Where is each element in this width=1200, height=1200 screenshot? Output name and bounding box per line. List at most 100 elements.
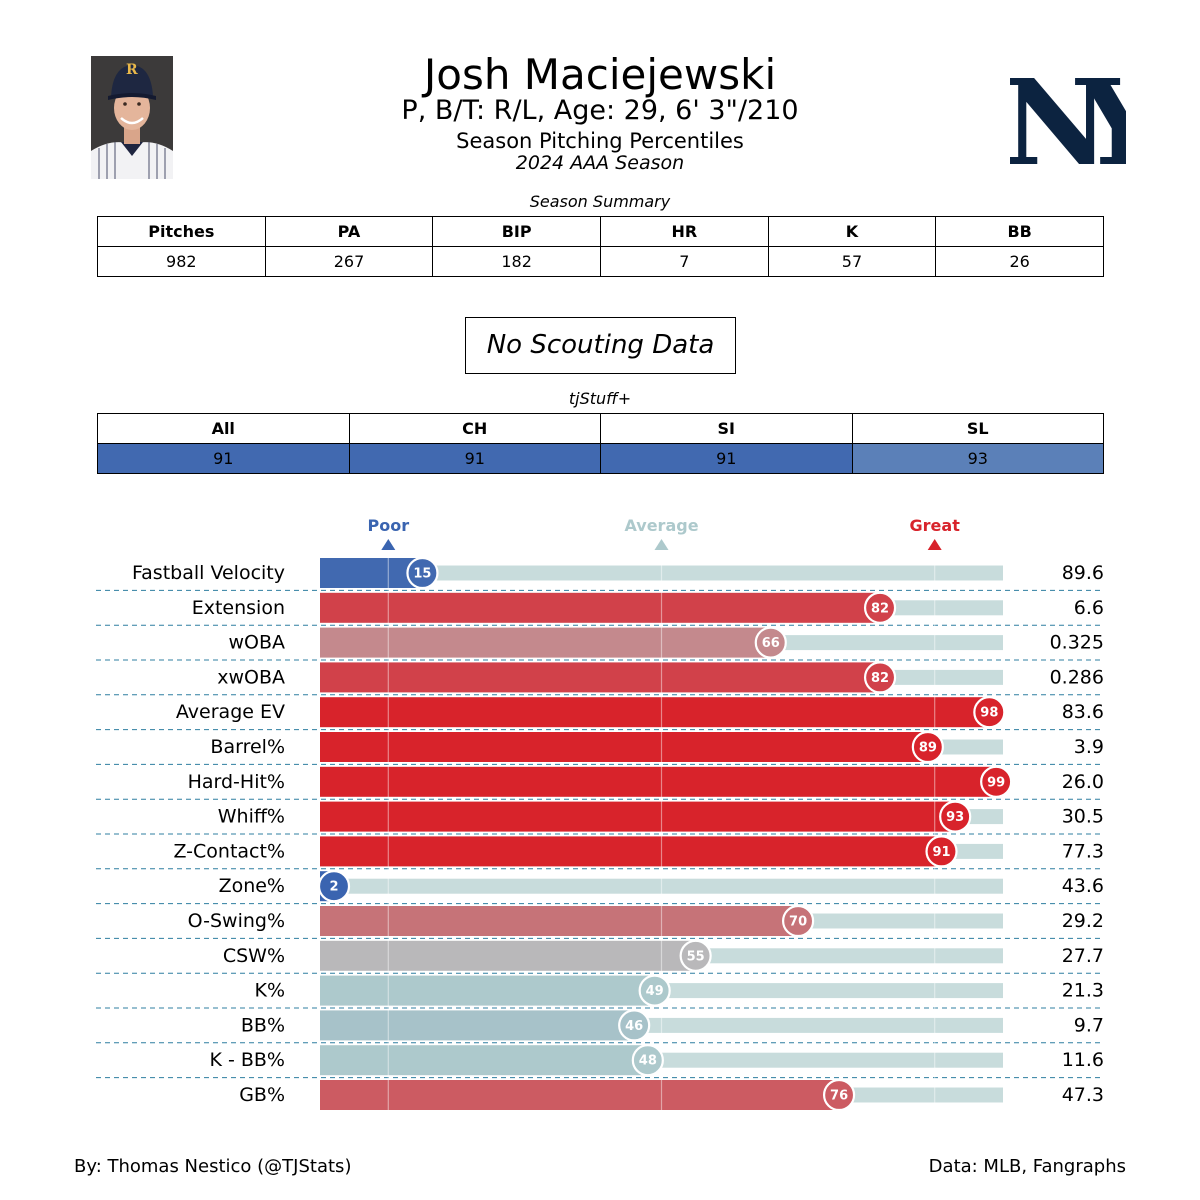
percentile-bar [320,1045,648,1076]
chart-row: Hard-Hit% 26.0 [96,763,1104,797]
percentile-badge [822,1078,856,1112]
percentile-bar [320,627,771,658]
percentile-track [320,878,1003,894]
percentile-badge-label: 82 [871,601,889,616]
stat-value: 26.0 [1062,771,1104,793]
summary-value-cell: 267 [264,246,434,277]
stat-value: 27.7 [1062,945,1104,967]
tjstuff-title: tjStuff+ [568,389,632,408]
chart-row: BB% 9.7 [96,1007,1104,1041]
percentile-badge-label: 98 [980,706,998,721]
season-summary-header-row: Pitches PA BIP HR K BB [97,216,1104,247]
legend-poor-label: Poor [367,516,409,535]
stat-value: 0.325 [1050,632,1104,654]
summary-value-cell: 982 [97,246,266,277]
metric-label: Fastball Velocity [132,562,285,584]
tjstuff-table: All CH SI SL 91 91 91 93 [97,413,1104,474]
chart-row: Average EV 83.6 [96,694,1104,728]
chart-row: Extension 6.6 [96,589,1104,623]
tjstuff-value-cell: 91 [348,443,601,474]
metric-label: K% [254,980,285,1002]
percentile-badge-label: 49 [646,984,664,999]
chart-row: K% 21.3 [96,972,1104,1006]
player-bio: P, B/T: R/L, Age: 29, 6' 3"/210 [401,95,799,126]
chart-row: O-Swing% 29.2 [96,903,1104,936]
metric-label: Zone% [219,875,285,897]
percentile-bar [320,836,942,867]
stat-value: 11.6 [1062,1049,1104,1071]
chart-row: Barrel% 3.9 [96,729,1104,762]
percentile-bar [320,801,956,832]
percentile-badge-label: 76 [830,1089,848,1104]
percentile-badge [317,870,351,903]
season-summary-table: Pitches PA BIP HR K BB 982 267 182 7 57 … [97,216,1104,277]
stat-value: 43.6 [1062,875,1104,897]
summary-header-cell: BIP [432,216,601,247]
legend-great-label: Great [910,516,961,535]
percentile-badge-label: 15 [413,567,431,582]
stat-value: 0.286 [1050,666,1104,688]
stat-value: 6.6 [1074,597,1104,619]
percentile-badge [754,626,787,659]
team-logo-drawing: NY [1002,53,1196,192]
player-photo-drawing [91,56,173,179]
percentile-bar [320,592,881,623]
chart-row: GB% 47.3 [96,1077,1104,1110]
percentile-bar [320,766,997,797]
legend-poor-marker [381,539,396,550]
percentile-badge [679,939,712,972]
summary-value-cell: 7 [599,246,769,277]
metric-label: Extension [192,597,285,619]
percentile-track [320,565,1003,581]
percentile-badge [973,696,1006,729]
metric-label: Hard-Hit% [188,771,285,793]
chart-row: CSW% 27.7 [96,937,1104,971]
summary-header-cell: K [767,216,937,247]
metric-label: CSW% [223,945,285,967]
season-summary-value-row: 982 267 182 7 57 26 [97,246,1104,277]
stat-value: 3.9 [1074,736,1104,758]
team-logo: NY [1002,53,1196,192]
percentile-bar [320,732,928,762]
metric-label: Average EV [176,701,285,723]
metric-label: Whiff% [218,806,285,828]
percentile-badge [939,800,972,833]
season-summary-title: Season Summary [529,192,671,211]
percentile-badge-label: 91 [932,845,950,860]
percentile-bar [320,697,990,728]
metric-label: Barrel% [210,736,285,758]
chart-row: Z-Contact% 77.3 [96,833,1104,867]
percentile-bar [320,906,799,936]
stat-value: 29.2 [1062,910,1104,932]
chart-row: xwOBA 0.286 [96,659,1104,693]
footer-source: Data: MLB, Fangraphs [928,1156,1126,1177]
tjstuff-value-cell: 93 [851,443,1104,474]
season-label: 2024 AAA Season [515,152,685,174]
percentile-badge-label: 46 [625,1019,643,1034]
percentile-badge [980,765,1013,798]
percentile-badge-label: 82 [871,671,889,686]
chart-subtitle: Season Pitching Percentiles [456,129,744,153]
tjstuff-header-cell: SI [600,413,853,444]
tjstuff-value-row: 91 91 91 93 [97,443,1104,474]
legend-average-marker [654,539,669,550]
scouting-placeholder: No Scouting Data [465,317,736,374]
percentile-badge [863,661,897,694]
summary-value-cell: 182 [432,246,601,277]
tjstuff-value-cell: 91 [600,443,853,474]
summary-header-cell: BB [935,216,1104,247]
stat-value: 9.7 [1074,1014,1104,1036]
percentile-bar [320,662,881,693]
percentile-bar [320,1080,840,1110]
percentile-badge-label: 66 [762,636,780,651]
percentile-badge [631,1044,664,1077]
stat-value: 21.3 [1062,980,1104,1002]
percentile-badge-label: 89 [919,741,937,756]
percentile-badge [406,556,439,590]
chart-row: K - BB% 11.6 [96,1042,1104,1076]
percentile-chart: Poor Average Great Fastball Velocity 89.6 Ext… [96,516,1104,1112]
percentile-bar [320,558,423,588]
chart-row: Whiff% 30.5 [96,798,1104,832]
percentile-badge [618,1009,651,1042]
footer-credit: By: Thomas Nestico (@TJStats) [74,1156,352,1177]
